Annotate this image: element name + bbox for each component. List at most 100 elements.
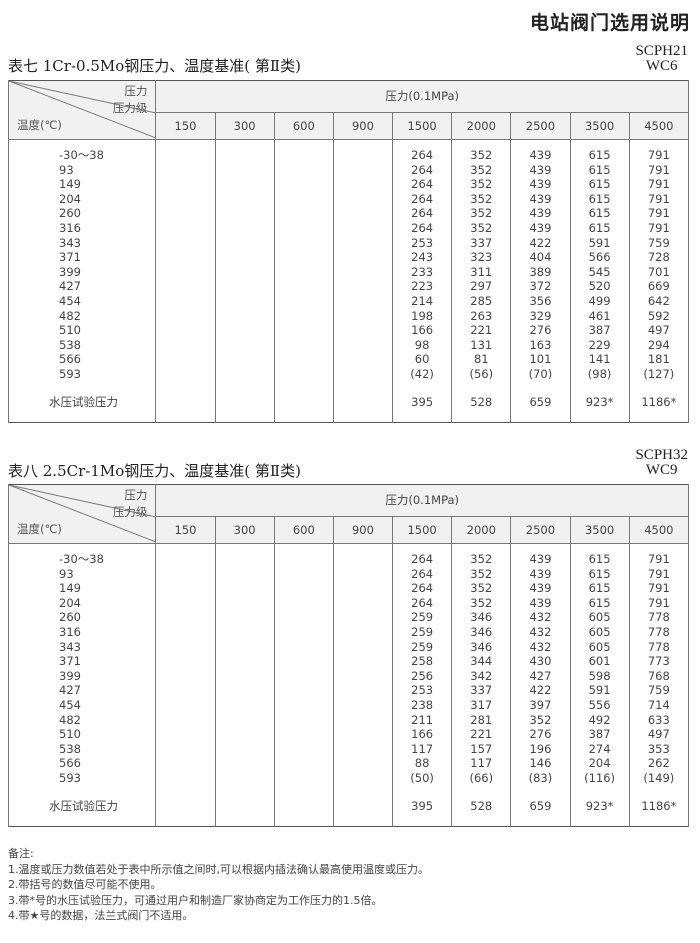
table-row: 316 264 352 439 615 791 [7, 220, 690, 236]
page-title: 电站阀门选用说明 [529, 12, 690, 34]
value-cell: 262 [628, 756, 690, 771]
value-cell: 633 [628, 712, 690, 728]
value-cell: 439 [510, 581, 571, 596]
empty-cell [273, 352, 334, 367]
value-cell: 432 [510, 624, 571, 640]
empty-cell [332, 741, 394, 757]
value-cell: 352 [451, 220, 512, 236]
empty-cell [155, 697, 216, 713]
value-cell: 605 [569, 624, 630, 640]
value-cell: 276 [510, 727, 571, 742]
value-cell: 615 [569, 148, 630, 163]
empty-cell [273, 293, 334, 309]
empty-cell [273, 381, 334, 422]
empty-cell [214, 683, 275, 698]
empty-cell [155, 543, 216, 552]
value-cell: 352 [451, 595, 512, 611]
empty-cell [451, 139, 512, 148]
value-cell: 1186* [628, 381, 690, 422]
table-row: 399 233 311 389 545 701 [7, 264, 690, 280]
empty-cell [155, 668, 216, 684]
empty-cell [273, 279, 334, 294]
temperature-cell: 538 [7, 337, 157, 353]
value-cell: 259 [392, 639, 453, 655]
value-cell: 204 [569, 756, 630, 771]
empty-cell [155, 337, 216, 353]
empty-cell [155, 220, 216, 236]
value-cell: (50) [392, 770, 453, 786]
empty-cell [332, 366, 394, 382]
value-cell: 166 [392, 727, 453, 742]
value-cell: 117 [392, 741, 453, 757]
value-cell: 221 [451, 323, 512, 338]
temperature-cell: 593 [7, 366, 157, 382]
pressure-temperature-table-7: 压力 压力级 温度(℃) 压力(0.1MPa) 150 300 600 900 1500 2000… [7, 80, 690, 423]
value-cell: 311 [451, 264, 512, 280]
value-cell: 285 [451, 293, 512, 309]
value-cell: 211 [392, 712, 453, 728]
empty-cell [628, 139, 690, 148]
empty-cell [214, 624, 275, 640]
table-row: 260 264 352 439 615 791 [7, 206, 690, 221]
value-cell: 520 [569, 279, 630, 294]
value-cell: 791 [628, 162, 690, 178]
temperature-cell: 427 [7, 279, 157, 294]
value-cell: (83) [510, 770, 571, 786]
value-cell: 214 [392, 293, 453, 309]
value-cell: 131 [451, 337, 512, 353]
table-row: 260 259 346 432 605 778 [7, 610, 690, 625]
empty-cell [214, 581, 275, 596]
empty-cell [214, 250, 275, 265]
empty-cell [214, 543, 275, 552]
temperature-cell: 316 [7, 220, 157, 236]
empty-cell [155, 381, 216, 422]
temperature-cell: 204 [7, 191, 157, 207]
class-header: 150 [155, 516, 216, 544]
value-cell: 238 [392, 697, 453, 713]
empty-cell [273, 337, 334, 353]
value-cell: 233 [392, 264, 453, 280]
empty-cell [155, 235, 216, 251]
value-cell: 439 [510, 566, 571, 582]
empty-cell [214, 741, 275, 757]
empty-cell [569, 543, 630, 552]
value-cell: 773 [628, 654, 690, 669]
empty-cell [332, 264, 394, 280]
empty-cell [155, 308, 216, 324]
value-cell: 615 [569, 220, 630, 236]
empty-cell [332, 206, 394, 221]
empty-cell [332, 352, 394, 367]
empty-cell [273, 148, 334, 163]
table-row: 510 166 221 276 387 497 [7, 323, 690, 338]
empty-cell [155, 139, 216, 148]
value-cell: 791 [628, 206, 690, 221]
value-cell: 701 [628, 264, 690, 280]
empty-cell [155, 366, 216, 382]
empty-cell [273, 770, 334, 786]
empty-cell [7, 543, 157, 552]
class-header: 2000 [451, 112, 512, 140]
empty-cell [273, 639, 334, 655]
value-cell: 372 [510, 279, 571, 294]
value-cell: 566 [569, 250, 630, 265]
empty-cell [155, 323, 216, 338]
class-header: 2500 [510, 112, 571, 140]
empty-cell [332, 785, 394, 826]
empty-cell [273, 552, 334, 567]
temperature-cell: 260 [7, 206, 157, 221]
value-cell: 422 [510, 235, 571, 251]
empty-cell [214, 323, 275, 338]
empty-cell [214, 366, 275, 382]
value-cell: 395 [392, 381, 453, 422]
empty-cell [214, 279, 275, 294]
corner-label-temperature: 温度(℃) [17, 118, 62, 133]
table-row: 93 264 352 439 615 791 [7, 162, 690, 178]
value-cell: 263 [451, 308, 512, 324]
empty-cell [332, 148, 394, 163]
diagonal-lines [9, 485, 156, 542]
temperature-cell: 593 [7, 770, 157, 786]
value-cell: 497 [628, 727, 690, 742]
empty-cell [273, 235, 334, 251]
value-cell: (66) [451, 770, 512, 786]
value-cell: 346 [451, 639, 512, 655]
